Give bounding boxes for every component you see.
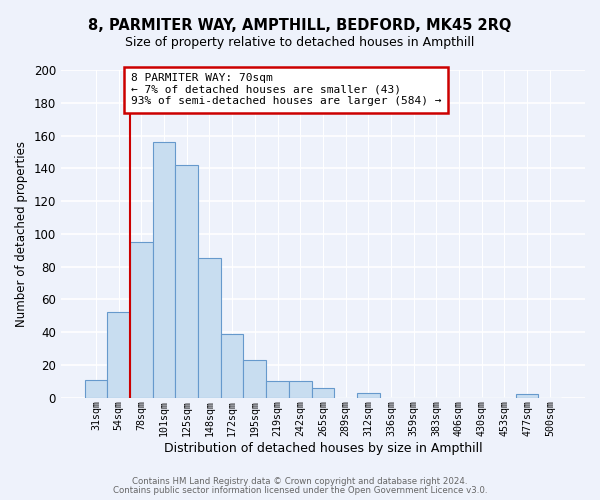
Bar	[266, 382, 289, 398]
Bar	[175, 165, 198, 398]
Bar	[152, 142, 175, 398]
Text: Size of property relative to detached houses in Ampthill: Size of property relative to detached ho…	[125, 36, 475, 49]
Bar	[357, 393, 380, 398]
Y-axis label: Number of detached properties: Number of detached properties	[15, 141, 28, 327]
Bar	[107, 312, 130, 398]
Bar	[311, 388, 334, 398]
Text: 8 PARMITER WAY: 70sqm
← 7% of detached houses are smaller (43)
93% of semi-detac: 8 PARMITER WAY: 70sqm ← 7% of detached h…	[131, 74, 442, 106]
Text: Contains HM Land Registry data © Crown copyright and database right 2024.: Contains HM Land Registry data © Crown c…	[132, 477, 468, 486]
Bar	[221, 334, 244, 398]
X-axis label: Distribution of detached houses by size in Ampthill: Distribution of detached houses by size …	[164, 442, 482, 455]
Bar	[289, 382, 311, 398]
Bar	[85, 380, 107, 398]
Bar	[198, 258, 221, 398]
Bar	[244, 360, 266, 398]
Text: 8, PARMITER WAY, AMPTHILL, BEDFORD, MK45 2RQ: 8, PARMITER WAY, AMPTHILL, BEDFORD, MK45…	[88, 18, 512, 32]
Text: Contains public sector information licensed under the Open Government Licence v3: Contains public sector information licen…	[113, 486, 487, 495]
Bar	[516, 394, 538, 398]
Bar	[130, 242, 152, 398]
